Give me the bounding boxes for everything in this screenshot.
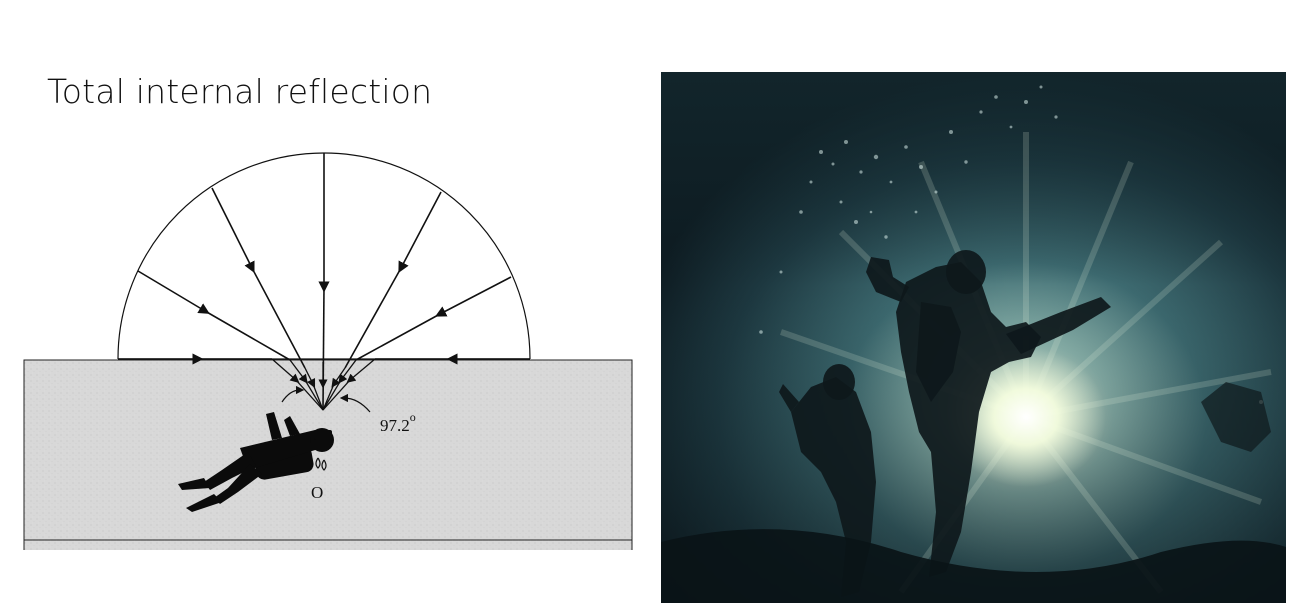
- regulator-bubbles: [315, 457, 327, 471]
- underwater-divers-photo: [661, 72, 1286, 603]
- light-rays: [118, 153, 530, 411]
- slide-title: Total internal reflection: [47, 72, 433, 111]
- angle-arc-right: [339, 393, 371, 413]
- bubbles: [759, 85, 1263, 404]
- diver-silhouette: [178, 412, 334, 512]
- origin-label: O: [311, 483, 323, 502]
- diver-silhouettes: [661, 250, 1286, 603]
- angle-arc-left: [281, 385, 305, 403]
- total-internal-reflection-diagram: 97.2o O: [23, 152, 633, 550]
- refracted-rays: [271, 358, 376, 411]
- angle-label: 97.2o: [380, 410, 416, 435]
